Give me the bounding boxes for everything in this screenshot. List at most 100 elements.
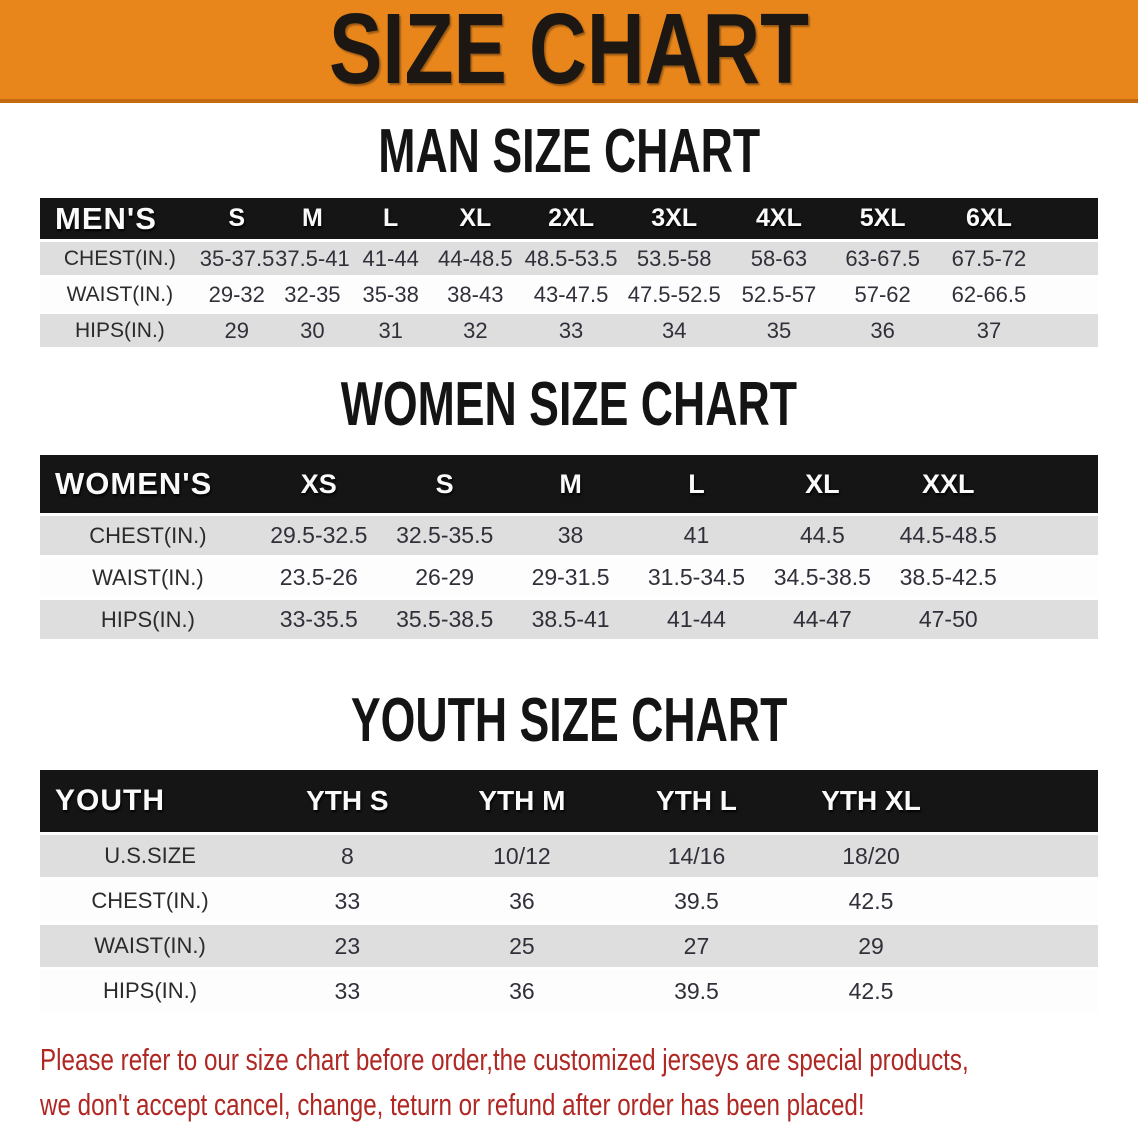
table-row: WAIST(IN.) 23 25 27 29 (40, 925, 1098, 967)
measure-label: U.S.SIZE (40, 835, 261, 877)
size-column-header: 3XL (621, 198, 727, 239)
spacer-cell (1011, 558, 1098, 597)
spacer-cell (958, 925, 1098, 967)
table-row: CHEST(IN.) 29.5-32.5 32.5-35.5 38 41 44.5 44.5… (40, 516, 1098, 555)
measure-label: HIPS(IN.) (40, 970, 261, 1012)
size-value: 8 (260, 835, 435, 877)
size-column-header: S (381, 455, 508, 513)
size-value: 23 (260, 925, 435, 967)
spacer-cell (958, 970, 1098, 1012)
measure-label: CHEST(IN.) (40, 880, 261, 922)
size-value: 18/20 (783, 835, 959, 877)
measure-label: WAIST(IN.) (40, 925, 261, 967)
size-value: 38-43 (430, 278, 521, 311)
measure-label: CHEST(IN.) (40, 242, 200, 275)
size-value: 53.5-58 (621, 242, 727, 275)
size-value: 34 (621, 314, 727, 347)
youth-size-table: YOUTH YTH S YTH M YTH L YTH XL U.S.SIZE 8 10/1… (40, 767, 1098, 1015)
size-value: 47.5-52.5 (621, 278, 727, 311)
size-column-header: XL (759, 455, 886, 513)
measure-label: WAIST(IN.) (40, 278, 200, 311)
man-section-heading-wrap: MAN SIZE CHART (0, 117, 1138, 186)
size-value: 44.5-48.5 (885, 516, 1012, 555)
size-value: 33 (260, 970, 435, 1012)
size-value: 37.5-41 (273, 242, 352, 275)
youth-section-heading-wrap: YOUTH SIZE CHART (0, 686, 1138, 755)
size-value: 44-48.5 (430, 242, 521, 275)
men-table-wrap: MEN'S S M L XL 2XL 3XL 4XL 5XL 6XL CHEST(IN.) 35-3… (40, 195, 1098, 350)
size-column-header: YTH L (609, 770, 784, 832)
size-value: 43-47.5 (520, 278, 622, 311)
size-value: 29 (199, 314, 274, 347)
size-value: 10/12 (434, 835, 610, 877)
size-value: 38.5-42.5 (885, 558, 1012, 597)
youth-section-heading: YOUTH SIZE CHART (350, 686, 788, 755)
youth-table-header-row: YOUTH YTH S YTH M YTH L YTH XL (40, 770, 1098, 832)
size-column-header: S (199, 198, 274, 239)
size-value: 30 (273, 314, 352, 347)
size-value: 32-35 (273, 278, 352, 311)
size-column-header: 5XL (831, 198, 934, 239)
table-row: CHEST(IN.) 33 36 39.5 42.5 (40, 880, 1098, 922)
size-value: 36 (434, 880, 610, 922)
size-value: 39.5 (609, 970, 784, 1012)
size-value: 29 (783, 925, 959, 967)
size-value: 42.5 (783, 970, 959, 1012)
size-value: 58-63 (726, 242, 832, 275)
size-value: 34.5-38.5 (759, 558, 886, 597)
women-section-heading-wrap: WOMEN SIZE CHART (0, 370, 1138, 439)
table-corner-label: YOUTH (40, 770, 261, 832)
table-row: HIPS(IN.) 29 30 31 32 33 34 35 36 37 (40, 314, 1098, 347)
table-corner-label: MEN'S (40, 198, 200, 239)
man-section-heading: MAN SIZE CHART (378, 117, 760, 186)
men-size-table: MEN'S S M L XL 2XL 3XL 4XL 5XL 6XL CHEST(IN.) 35-3… (40, 195, 1098, 350)
disclaimer-line-1: Please refer to our size chart before or… (40, 1042, 969, 1077)
size-column-header: YTH S (260, 770, 435, 832)
size-column-header: YTH M (434, 770, 610, 832)
size-value: 31 (351, 314, 431, 347)
size-value: 33 (520, 314, 622, 347)
youth-table-wrap: YOUTH YTH S YTH M YTH L YTH XL U.S.SIZE 8 10/1… (40, 767, 1098, 1015)
spacer-cell (958, 835, 1098, 877)
size-value: 26-29 (381, 558, 508, 597)
size-column-header: 4XL (726, 198, 832, 239)
spacer-cell (1011, 516, 1098, 555)
size-value: 62-66.5 (933, 278, 1044, 311)
women-size-table: WOMEN'S XS S M L XL XXL CHEST(IN.) 29.5-32.5 32.… (40, 452, 1098, 642)
size-value: 32.5-35.5 (381, 516, 508, 555)
size-value: 39.5 (609, 880, 784, 922)
size-column-header: XS (255, 455, 382, 513)
size-value: 29-31.5 (507, 558, 634, 597)
size-column-header: XXL (885, 455, 1012, 513)
disclaimer-line-2: we don't accept cancel, change, teturn o… (40, 1087, 865, 1122)
size-column-header: M (273, 198, 352, 239)
size-value: 35 (726, 314, 832, 347)
table-corner-label: WOMEN'S (40, 455, 256, 513)
size-value: 23.5-26 (255, 558, 382, 597)
measure-label: CHEST(IN.) (40, 516, 256, 555)
spacer-cell (958, 880, 1098, 922)
size-value: 36 (434, 970, 610, 1012)
size-value: 52.5-57 (726, 278, 832, 311)
spacer-cell (1011, 455, 1098, 513)
size-value: 36 (831, 314, 934, 347)
size-value: 29-32 (199, 278, 274, 311)
spacer-cell (1043, 242, 1098, 275)
measure-label: HIPS(IN.) (40, 314, 200, 347)
size-value: 32 (430, 314, 521, 347)
size-value: 67.5-72 (933, 242, 1044, 275)
size-value: 41 (633, 516, 760, 555)
women-table-wrap: WOMEN'S XS S M L XL XXL CHEST(IN.) 29.5-32.5 32.… (40, 452, 1098, 642)
size-chart-banner: SIZE CHART (0, 0, 1138, 103)
table-row: U.S.SIZE 8 10/12 14/16 18/20 (40, 835, 1098, 877)
table-row: WAIST(IN.) 23.5-26 26-29 29-31.5 31.5-34.5 34… (40, 558, 1098, 597)
women-section-heading: WOMEN SIZE CHART (340, 370, 798, 439)
size-value: 25 (434, 925, 610, 967)
size-value: 29.5-32.5 (255, 516, 382, 555)
size-value: 14/16 (609, 835, 784, 877)
size-value: 44.5 (759, 516, 886, 555)
disclaimer-note: Please refer to our size chart before or… (40, 1037, 1138, 1127)
size-value: 48.5-53.5 (520, 242, 622, 275)
size-column-header: M (507, 455, 634, 513)
size-value: 42.5 (783, 880, 959, 922)
